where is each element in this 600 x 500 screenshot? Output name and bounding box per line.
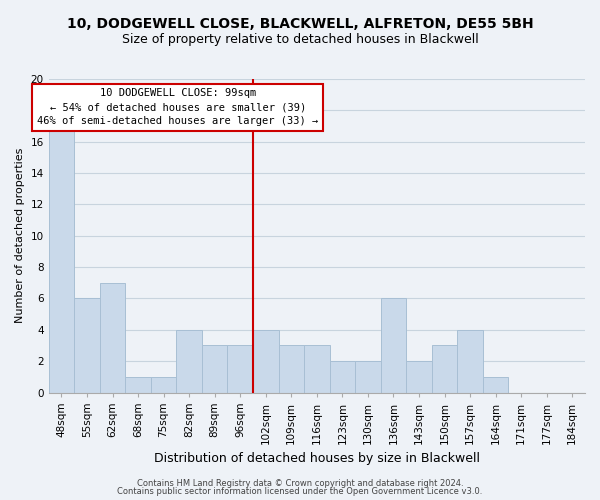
Bar xyxy=(227,346,253,393)
Bar xyxy=(457,330,483,392)
Bar xyxy=(432,346,457,393)
Text: 10, DODGEWELL CLOSE, BLACKWELL, ALFRETON, DE55 5BH: 10, DODGEWELL CLOSE, BLACKWELL, ALFRETON… xyxy=(67,18,533,32)
Text: Contains HM Land Registry data © Crown copyright and database right 2024.: Contains HM Land Registry data © Crown c… xyxy=(137,478,463,488)
Bar xyxy=(355,361,380,392)
Bar xyxy=(329,361,355,392)
Bar xyxy=(278,346,304,393)
Bar xyxy=(304,346,329,393)
X-axis label: Distribution of detached houses by size in Blackwell: Distribution of detached houses by size … xyxy=(154,452,480,465)
Bar xyxy=(49,126,74,392)
Bar xyxy=(74,298,100,392)
Bar xyxy=(406,361,432,392)
Bar xyxy=(151,377,176,392)
Bar xyxy=(380,298,406,392)
Text: Contains public sector information licensed under the Open Government Licence v3: Contains public sector information licen… xyxy=(118,487,482,496)
Bar xyxy=(483,377,508,392)
Bar xyxy=(253,330,278,392)
Bar xyxy=(176,330,202,392)
Bar xyxy=(202,346,227,393)
Bar xyxy=(100,283,125,393)
Y-axis label: Number of detached properties: Number of detached properties xyxy=(15,148,25,324)
Text: 10 DODGEWELL CLOSE: 99sqm
← 54% of detached houses are smaller (39)
46% of semi-: 10 DODGEWELL CLOSE: 99sqm ← 54% of detac… xyxy=(37,88,318,126)
Bar xyxy=(125,377,151,392)
Text: Size of property relative to detached houses in Blackwell: Size of property relative to detached ho… xyxy=(122,34,478,46)
